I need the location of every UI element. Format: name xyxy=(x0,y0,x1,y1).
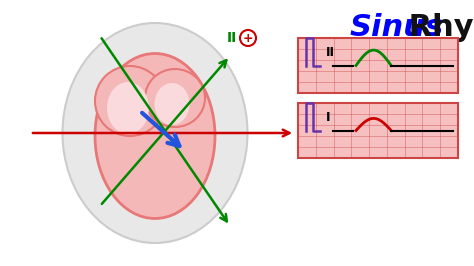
Bar xyxy=(298,103,458,158)
Text: Sinus: Sinus xyxy=(350,14,444,43)
Ellipse shape xyxy=(63,23,247,243)
Ellipse shape xyxy=(95,53,215,218)
Text: Rhythm: Rhythm xyxy=(398,14,474,43)
Text: +: + xyxy=(310,127,320,139)
Text: II: II xyxy=(227,31,237,45)
Ellipse shape xyxy=(155,83,190,125)
Ellipse shape xyxy=(145,69,205,127)
Circle shape xyxy=(240,30,256,46)
Ellipse shape xyxy=(107,82,149,134)
Text: +: + xyxy=(243,31,253,44)
Ellipse shape xyxy=(95,66,165,136)
Text: I: I xyxy=(326,111,330,124)
Text: II: II xyxy=(326,46,335,59)
Bar xyxy=(298,38,458,93)
Circle shape xyxy=(308,126,322,140)
Text: I: I xyxy=(300,126,306,140)
